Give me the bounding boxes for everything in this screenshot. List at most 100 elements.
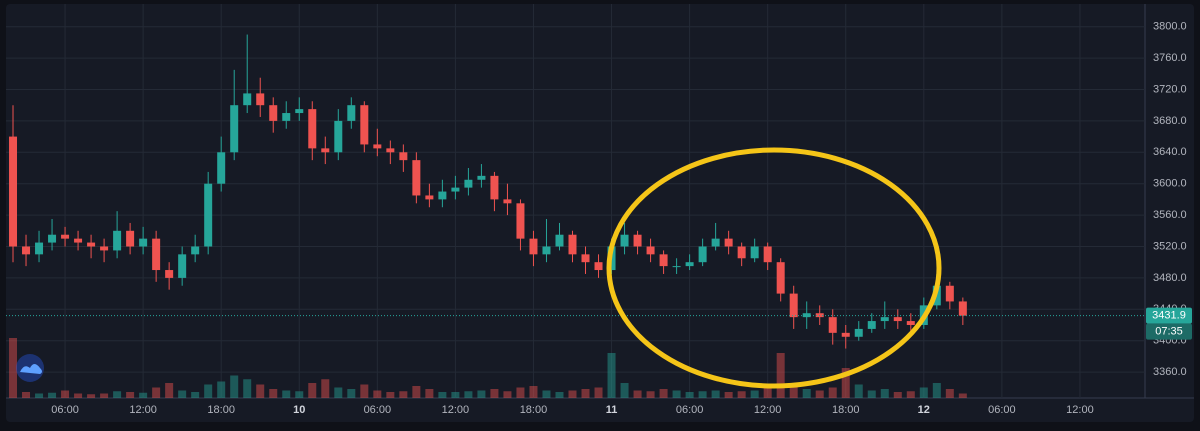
volume-bar — [789, 383, 798, 398]
volume-layer — [9, 338, 967, 398]
candle-body — [490, 175, 499, 200]
candle-body — [906, 321, 915, 325]
x-tick-label: 18:00 — [832, 404, 860, 416]
volume-bar — [139, 392, 148, 398]
volume-bar — [685, 392, 694, 398]
candle-body — [61, 234, 70, 239]
panel — [6, 4, 1194, 422]
volume-bar — [737, 391, 746, 398]
volume-bar — [867, 390, 876, 398]
volume-bar — [464, 391, 473, 398]
candle-body — [321, 148, 330, 153]
volume-bar — [191, 392, 200, 398]
candle-body — [126, 230, 135, 247]
volume-bar — [9, 338, 18, 398]
volume-bar — [269, 389, 278, 398]
volume-bar — [490, 389, 499, 398]
candle-body — [581, 254, 590, 263]
axes: 3360.03400.03440.03480.03520.03560.03600… — [6, 21, 1192, 416]
candle-body — [503, 199, 512, 204]
candle-body — [165, 270, 174, 278]
volume-bar — [230, 375, 239, 398]
volume-bar — [48, 392, 57, 398]
candle-body — [87, 242, 96, 247]
candle-body — [425, 195, 434, 200]
candle-body — [633, 234, 642, 247]
volume-bar — [451, 392, 460, 398]
volume-bar — [529, 386, 538, 398]
logo[interactable] — [16, 354, 44, 382]
volume-bar — [217, 381, 226, 398]
y-tick-label: 3520.0 — [1153, 240, 1187, 252]
volume-bar — [295, 391, 304, 398]
volume-bar — [178, 390, 187, 398]
y-tick-label: 3720.0 — [1153, 83, 1187, 95]
volume-bar — [22, 392, 31, 398]
volume-bar — [503, 391, 512, 398]
candle-body — [35, 242, 44, 255]
candle-body — [464, 179, 473, 188]
candle-body — [802, 313, 811, 318]
y-tick-label: 3680.0 — [1153, 115, 1187, 127]
candle-body — [386, 148, 395, 153]
highlight-ellipse — [606, 147, 942, 389]
y-tick-label: 3480.0 — [1153, 272, 1187, 284]
last-price-label: 3431.9 — [1152, 310, 1186, 322]
volume-bar — [854, 384, 863, 398]
volume-bar — [61, 390, 70, 398]
x-tick-label: 18:00 — [207, 404, 235, 416]
volume-bar — [711, 390, 720, 398]
volume-bar — [87, 394, 96, 398]
volume-bar — [152, 387, 161, 398]
candle-body — [620, 234, 629, 247]
volume-bar — [841, 368, 850, 398]
x-tick-label: 10 — [293, 404, 305, 416]
x-tick-label: 12:00 — [442, 404, 470, 416]
logo-icon[interactable] — [20, 364, 42, 374]
candle-body — [152, 238, 161, 271]
candle-body — [269, 105, 278, 121]
candle-body — [360, 105, 369, 145]
last-price-tag — [1146, 307, 1192, 324]
grid — [6, 4, 1145, 398]
y-tick-label: 3760.0 — [1153, 52, 1187, 64]
volume-bar — [620, 383, 629, 398]
candle-body — [646, 246, 655, 255]
candle-body — [334, 120, 343, 153]
candle-body — [529, 238, 538, 255]
volume-bar — [165, 383, 174, 398]
candle-body — [568, 234, 577, 255]
countdown-label: 07:35 — [1155, 326, 1183, 338]
volume-bar — [542, 390, 551, 398]
volume-bar — [581, 389, 590, 398]
volume-bar — [412, 386, 421, 398]
y-tick-label: 3600.0 — [1153, 178, 1187, 190]
volume-bar — [828, 387, 837, 398]
volume-bar — [100, 393, 109, 398]
candle-body — [9, 136, 18, 247]
x-tick-label: 06:00 — [988, 404, 1016, 416]
volume-bar — [321, 379, 330, 398]
candle-body — [867, 321, 876, 329]
candle-body — [737, 246, 746, 259]
candle-body — [477, 175, 486, 180]
volume-bar — [35, 393, 44, 398]
volume-bar — [334, 387, 343, 398]
candle-body — [711, 238, 720, 247]
volume-bar — [932, 383, 941, 398]
candle-body — [399, 152, 408, 161]
candle-body — [880, 317, 889, 322]
candle-body — [763, 246, 772, 263]
volume-bar — [698, 391, 707, 398]
volume-bar — [438, 392, 447, 398]
volume-bar — [243, 379, 252, 398]
candle-body — [659, 254, 668, 267]
x-tick-label: 12:00 — [129, 404, 157, 416]
candle-body — [893, 317, 902, 322]
volume-bar — [126, 392, 135, 398]
countdown-tag — [1146, 323, 1192, 340]
candle-body — [74, 238, 83, 243]
candle-body — [100, 246, 109, 251]
volume-bar — [113, 391, 122, 398]
